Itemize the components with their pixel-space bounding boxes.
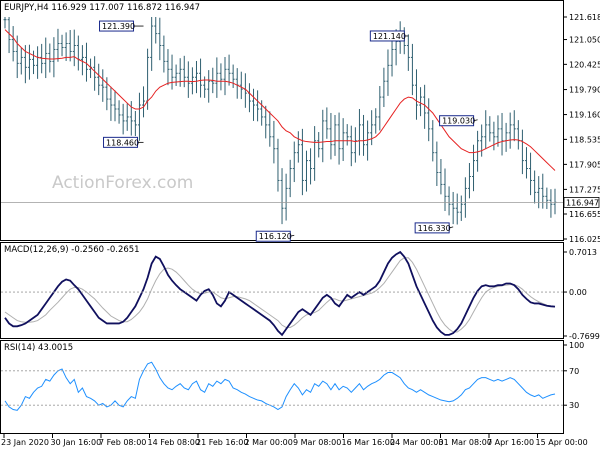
rsi-axis-label: 70 <box>569 367 579 376</box>
time-axis-label: 9 Mar 08:00 <box>293 438 341 447</box>
rsi-axis-label: 30 <box>569 401 579 410</box>
macd-axis: 0.7013 0.00 -0.7699 <box>1 248 600 341</box>
moving-average-line <box>4 29 556 171</box>
price-axis-label: 116.655 <box>569 210 600 219</box>
annotation-label: 116.120 <box>259 232 292 241</box>
macd-panel-title: MACD(12,26,9) -0.2560 -0.2651 <box>4 245 140 255</box>
watermark-text: ActionForex.com <box>52 173 193 193</box>
annotation-box <box>439 115 475 127</box>
price-axis-label: 121.618 <box>569 13 600 22</box>
annotation-label: 121.390 <box>102 22 135 31</box>
time-axis-label: 14 Feb 08:00 <box>148 438 200 447</box>
annotation-box <box>103 136 139 148</box>
rsi-axis: 100 70 30 <box>1 341 584 410</box>
annotation-leader <box>290 234 295 237</box>
macd-lines <box>4 250 556 337</box>
annotation-label: 121.140 <box>373 32 406 41</box>
macd-signal-line <box>4 257 556 333</box>
price-annotations: 121.390 118.460 116.120 121.140 119.030 116.3… <box>99 20 478 242</box>
annotation-label: 118.460 <box>106 138 139 147</box>
price-bars <box>3 17 557 225</box>
annotation-leader <box>449 226 454 229</box>
annotation-leader <box>473 119 478 122</box>
macd-axis-label: -0.7699 <box>569 332 600 341</box>
time-axis-label: 2 Mar 00:00 <box>245 438 293 447</box>
last-price-label: 116.947 <box>566 198 599 207</box>
price-axis: 121.618 121.050 120.425 119.790 119.160 118.5… <box>1 13 600 244</box>
price-axis-label: 116.025 <box>569 235 600 244</box>
time-axis-label: 15 Apr 00:00 <box>536 438 588 447</box>
macd-panel-frame <box>0 242 564 339</box>
price-axis-label: 119.160 <box>569 111 600 120</box>
rsi-line <box>4 361 556 411</box>
annotation-box <box>255 230 291 242</box>
time-axis-label: 24 Mar 00:00 <box>390 438 443 447</box>
time-axis: 23 Jan 2020 30 Jan 16:007 Feb 08:00 14 Feb… <box>1 434 588 447</box>
annotation-box <box>99 20 135 32</box>
time-axis-label: 30 Jan 16:00 <box>51 438 102 447</box>
macd-main-line <box>4 250 556 337</box>
annotation-box <box>414 222 450 234</box>
rsi-series-line <box>4 361 556 411</box>
price-axis-label: 119.790 <box>569 86 600 95</box>
price-panel-title: EURJPY,H4 116.929 117.007 116.872 116.94… <box>4 3 200 13</box>
price-axis-label: 121.050 <box>569 36 600 45</box>
rsi-axis-label: 100 <box>569 341 584 350</box>
rsi-panel-frame <box>0 340 564 434</box>
price-axis-label: 120.425 <box>569 60 600 69</box>
price-axis-label: 117.905 <box>569 160 600 169</box>
macd-axis-label: 0.7013 <box>569 248 597 257</box>
time-axis-label: 23 Jan 2020 <box>1 438 49 447</box>
moving-average <box>4 29 556 171</box>
price-axis-label: 118.535 <box>569 135 600 144</box>
time-axis-label: 16 Mar 16:00 <box>342 438 395 447</box>
rsi-panel-title: RSI(14) 43.0015 <box>4 343 73 353</box>
last-price-box <box>563 197 600 208</box>
time-axis-label: 7 Apr 16:00 <box>487 438 534 447</box>
price-axis-label: 117.275 <box>569 185 600 194</box>
time-axis-label: 7 Feb 08:00 <box>99 438 146 447</box>
macd-axis-label: 0.00 <box>569 288 587 297</box>
annotation-box <box>369 30 405 42</box>
time-axis-label: 21 Feb 16:00 <box>196 438 248 447</box>
time-axis-label: 31 Mar 08:00 <box>439 438 492 447</box>
annotation-label: 119.030 <box>442 117 475 126</box>
annotation-label: 116.330 <box>418 224 451 233</box>
